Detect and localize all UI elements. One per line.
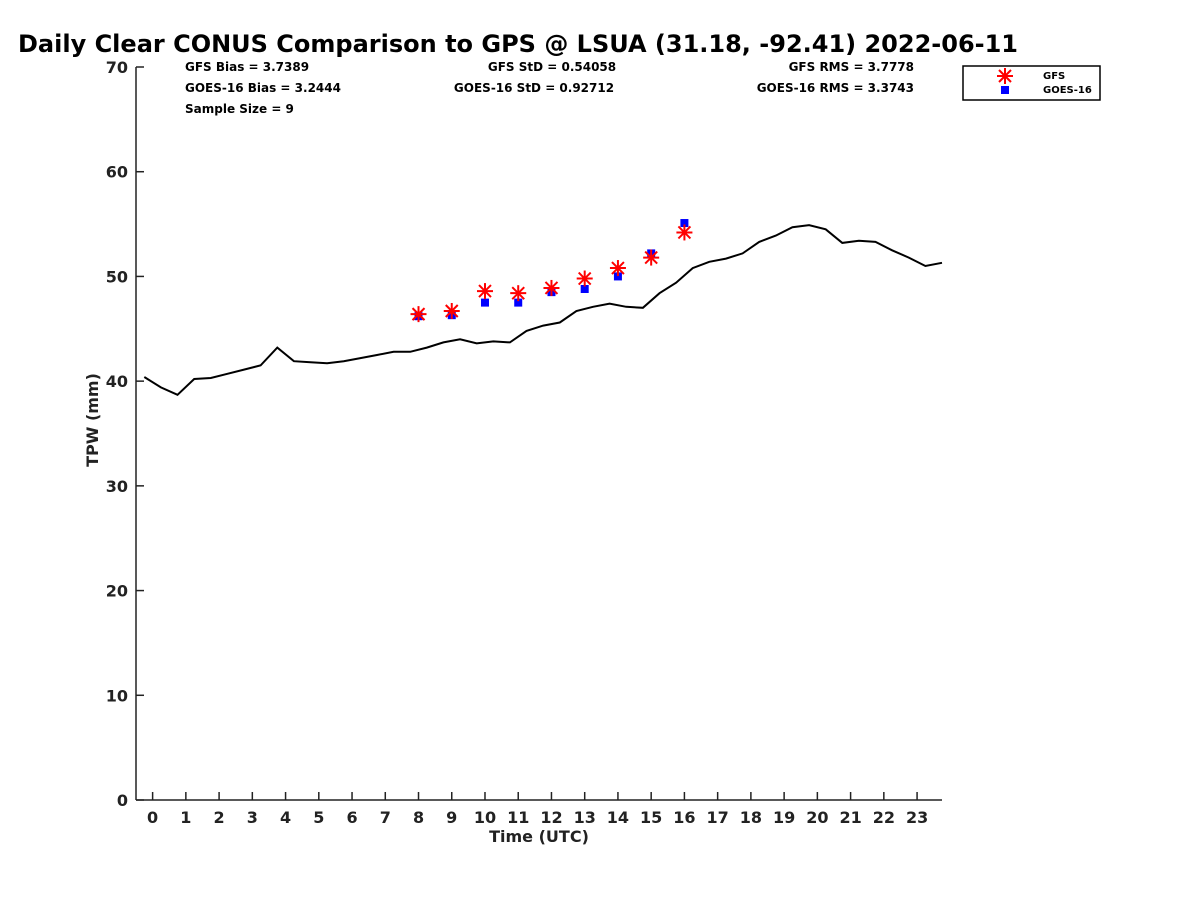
gfs-point — [476, 283, 493, 300]
goes-std-text: GOES-16 StD = 0.92712 — [454, 81, 614, 95]
legend: GFS GOES-16 — [962, 65, 1101, 101]
x-tick-label: 20 — [806, 808, 828, 827]
gfs-points — [410, 224, 693, 323]
y-tick-label: 10 — [106, 686, 128, 705]
gfs-point — [576, 270, 593, 287]
y-ticks: 0 10 20 30 40 50 60 70 — [106, 58, 144, 810]
y-tick-label: 70 — [106, 58, 128, 77]
legend-box — [962, 65, 1101, 101]
x-tick-label: 1 — [180, 808, 191, 827]
gps-tpw-line — [143, 224, 943, 396]
goes16-point — [613, 272, 622, 281]
x-tick-label: 18 — [740, 808, 762, 827]
gfs-point — [443, 302, 460, 319]
y-tick-label: 30 — [106, 477, 128, 496]
y-tick-label: 60 — [106, 163, 128, 182]
x-tick-label: 8 — [413, 808, 424, 827]
sample-size-text: Sample Size = 9 — [185, 102, 294, 116]
goes-bias-text: GOES-16 Bias = 3.2444 — [185, 81, 341, 95]
x-tick-label: 13 — [574, 808, 596, 827]
x-tick-label: 0 — [147, 808, 158, 827]
goes16-point — [514, 298, 523, 307]
goes16-point — [680, 219, 689, 228]
x-tick-label: 7 — [380, 808, 391, 827]
x-tick-label: 2 — [214, 808, 225, 827]
x-tick-label: 11 — [507, 808, 529, 827]
x-tick-label: 5 — [313, 808, 324, 827]
x-tick-label: 15 — [640, 808, 662, 827]
x-ticks: 0 1 2 3 4 5 6 7 8 9 10 11 12 13 14 15 16 17 18 19 20 21 22 23 — [147, 792, 928, 827]
x-tick-label: 21 — [839, 808, 861, 827]
x-tick-label: 3 — [247, 808, 258, 827]
legend-goes-marker — [1001, 86, 1009, 94]
x-tick-label: 9 — [446, 808, 457, 827]
x-tick-label: 22 — [873, 808, 895, 827]
gfs-point — [643, 249, 660, 266]
x-tick-label: 6 — [346, 808, 357, 827]
gfs-std-text: GFS StD = 0.54058 — [488, 60, 616, 74]
goes-rms-text: GOES-16 RMS = 3.3743 — [757, 81, 914, 95]
legend-gfs-marker — [997, 68, 1013, 84]
x-tick-label: 10 — [474, 808, 496, 827]
y-tick-label: 0 — [117, 791, 128, 810]
gfs-point — [410, 306, 427, 323]
x-tick-label: 23 — [906, 808, 928, 827]
stats-block: GFS Bias = 3.7389 GOES-16 Bias = 3.2444 … — [185, 60, 914, 116]
x-tick-label: 17 — [707, 808, 729, 827]
y-tick-label: 40 — [106, 372, 128, 391]
x-axis-label: Time (UTC) — [489, 827, 589, 846]
gfs-point — [609, 260, 626, 277]
gfs-point — [510, 285, 527, 302]
x-tick-label: 12 — [540, 808, 562, 827]
goes16-point — [580, 284, 589, 293]
legend-goes-label: GOES-16 — [1043, 85, 1092, 96]
x-tick-label: 19 — [773, 808, 795, 827]
gfs-point — [543, 279, 560, 296]
x-tick-label: 16 — [673, 808, 695, 827]
x-tick-label: 14 — [607, 808, 629, 827]
gfs-point — [676, 224, 693, 241]
x-tick-label: 4 — [280, 808, 291, 827]
chart-title: Daily Clear CONUS Comparison to GPS @ LS… — [18, 30, 1018, 58]
y-tick-label: 50 — [106, 267, 128, 286]
gfs-rms-text: GFS RMS = 3.7778 — [789, 60, 914, 74]
gfs-bias-text: GFS Bias = 3.7389 — [185, 60, 309, 74]
axes — [135, 67, 942, 801]
legend-gfs-label: GFS — [1043, 71, 1065, 82]
y-axis-label: TPW (mm) — [83, 373, 102, 467]
y-tick-label: 20 — [106, 582, 128, 601]
goes16-point — [480, 298, 489, 307]
